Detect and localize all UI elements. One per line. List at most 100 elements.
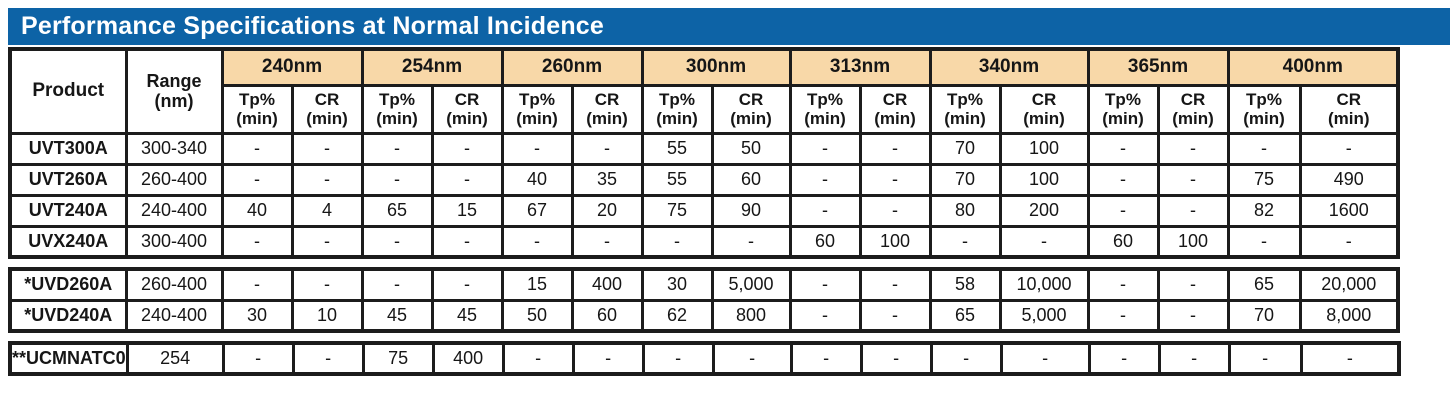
cr-value-cell: 200 — [999, 193, 1090, 228]
tp-min-header-line2: (min) — [1102, 109, 1144, 128]
tp-value-cell: 60 — [1086, 224, 1160, 259]
table-row: UVX240A 300-400- - - - - - - -60 100- -60 100- - — [8, 224, 1400, 259]
page-title: Performance Specifications at Normal Inc… — [21, 12, 605, 40]
table-body-uvt-uvx: UVT300A 300-340- - - - - -55 50- -70 100- - - - UVT26… — [8, 131, 1400, 259]
table-row: *UVD240A 240-400 30 10 45 45 50 60 62 800- -65 5,00… — [8, 298, 1400, 333]
range-cell: 240-400 — [124, 298, 224, 333]
product-cell: *UVD260A — [8, 267, 128, 302]
cr-min-header-line1: CR — [314, 89, 340, 109]
cr-value-cell: - — [291, 224, 364, 259]
cr-value-cell: 100 — [999, 131, 1090, 166]
cr-value-cell: - — [571, 131, 644, 166]
tp-value-cell: 15 — [500, 267, 574, 302]
tp-value-cell: - — [501, 341, 575, 376]
cr-value-cell: 100 — [1157, 224, 1230, 259]
tp-min-header: Tp% (min) — [640, 83, 714, 135]
cr-value-cell: 60 — [571, 298, 644, 333]
cr-value-cell: 10 — [291, 298, 364, 333]
cr-value-cell: - — [291, 131, 364, 166]
tp-min-header-line1: Tp% — [1246, 89, 1282, 109]
tp-value-cell: - — [1087, 341, 1161, 376]
cr-value-cell: 100 — [859, 224, 932, 259]
tp-value-cell: 65 — [360, 193, 434, 228]
tp-value-cell: - — [360, 162, 434, 197]
cr-min-header-line1: CR — [738, 89, 764, 109]
cr-value-cell: - — [1157, 162, 1230, 197]
cr-min-header-line1: CR — [1180, 89, 1206, 109]
cr-value-cell: 1600 — [1299, 193, 1400, 228]
tp-value-cell: - — [360, 224, 434, 259]
cr-value-cell: - — [712, 341, 793, 376]
tp-min-header-line1: Tp% — [659, 89, 695, 109]
cr-value-cell: - — [431, 131, 504, 166]
table-row: UVT300A 300-340- - - - - -55 50- -70 100- - - - — [8, 131, 1400, 166]
tp-value-cell: - — [788, 193, 862, 228]
tp-value-cell: 75 — [361, 341, 435, 376]
cr-value-cell: 5,000 — [711, 267, 792, 302]
table-body-uvd: *UVD260A 260-400- - - -15 400 30 5,000- -58 10,00… — [8, 267, 1400, 333]
product-cell: UVT260A — [8, 162, 128, 197]
cr-min-header-line2: (min) — [446, 109, 488, 128]
cr-value-cell: 800 — [711, 298, 792, 333]
product-cell: **UCMNATC0 — [8, 341, 129, 376]
tp-value-cell: - — [788, 298, 862, 333]
tp-value-cell: 80 — [928, 193, 1002, 228]
tp-min-header: Tp% (min) — [928, 83, 1002, 135]
tp-value-cell: - — [360, 267, 434, 302]
product-cell: *UVD240A — [8, 298, 128, 333]
cr-value-cell: - — [1157, 193, 1230, 228]
range-cell: 240-400 — [124, 193, 224, 228]
cr-min-header: CR (min) — [859, 83, 932, 135]
cr-value-cell: 100 — [999, 162, 1090, 197]
wavelength-header-row: Product Range (nm) 240nm 254nm 260nm 300… — [8, 47, 1400, 135]
cr-value-cell: - — [860, 341, 933, 376]
tp-min-header-line2: (min) — [944, 109, 986, 128]
cr-value-cell: - — [431, 224, 504, 259]
tp-value-cell: - — [220, 267, 294, 302]
cr-value-cell: - — [572, 341, 645, 376]
cr-value-cell: 10,000 — [999, 267, 1090, 302]
cr-min-header: CR (min) — [291, 83, 364, 135]
cr-value-cell: 400 — [432, 341, 505, 376]
cr-min-header-line1: CR — [454, 89, 480, 109]
tp-value-cell: - — [221, 341, 295, 376]
tp-min-header-line1: Tp% — [519, 89, 555, 109]
tp-value-cell: - — [1086, 193, 1160, 228]
cr-value-cell: - — [859, 193, 932, 228]
cr-min-header-line2: (min) — [1023, 109, 1065, 128]
cr-value-cell: - — [1158, 341, 1231, 376]
cr-value-cell: - — [999, 224, 1090, 259]
cr-value-cell: - — [1157, 298, 1230, 333]
tp-value-cell: - — [1226, 131, 1302, 166]
tp-value-cell: 75 — [640, 193, 714, 228]
tp-value-cell: - — [1227, 341, 1303, 376]
tp-value-cell: 70 — [1226, 298, 1302, 333]
cr-value-cell: 50 — [711, 131, 792, 166]
tp-value-cell: 75 — [1226, 162, 1302, 197]
tp-value-cell: - — [500, 224, 574, 259]
wavelength-header-254nm: 254nm — [360, 47, 504, 87]
tp-min-header-line1: Tp% — [807, 89, 843, 109]
cr-value-cell: 15 — [431, 193, 504, 228]
cr-min-header-line2: (min) — [586, 109, 628, 128]
subheader-row: Tp% (min) CR (min) Tp% (min) CR (min) Tp% (min) CR… — [10, 83, 1400, 135]
cr-min-header: CR (min) — [711, 83, 792, 135]
cr-value-cell: - — [291, 267, 364, 302]
cr-value-cell: 20 — [571, 193, 644, 228]
tp-value-cell: 70 — [928, 162, 1002, 197]
tp-min-header-line2: (min) — [516, 109, 558, 128]
tp-value-cell: 55 — [640, 131, 714, 166]
range-header-line1: Range — [146, 70, 202, 91]
cr-value-cell: - — [431, 162, 504, 197]
tp-value-cell: - — [928, 224, 1002, 259]
range-cell: 300-400 — [124, 224, 224, 259]
tp-value-cell: - — [1086, 131, 1160, 166]
tp-min-header: Tp% (min) — [788, 83, 862, 135]
cr-min-header: CR (min) — [1157, 83, 1230, 135]
cr-min-header-line1: CR — [1031, 89, 1057, 109]
cr-value-cell: - — [292, 341, 365, 376]
table-row: **UCMNATC0 254- -75 400- - - - - - - - - - - - — [8, 341, 1401, 376]
cr-value-cell: - — [571, 224, 644, 259]
range-cell: 300-340 — [124, 131, 224, 166]
cr-min-header-line1: CR — [1336, 89, 1362, 109]
